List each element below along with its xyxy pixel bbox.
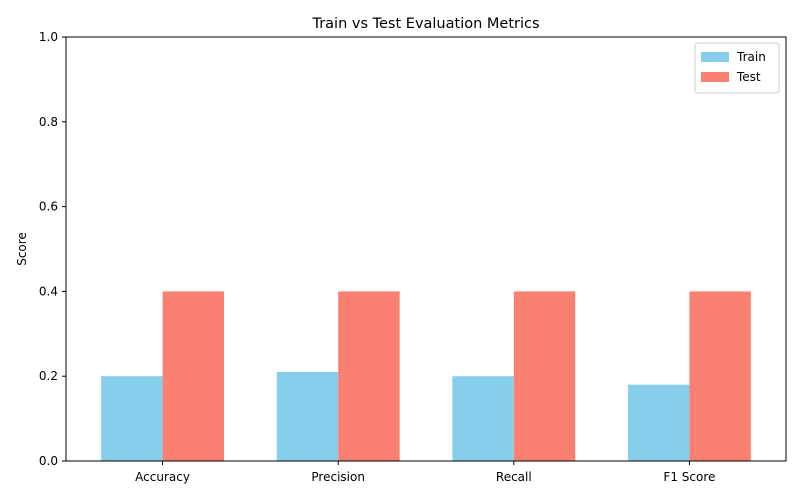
chart-title: Train vs Test Evaluation Metrics xyxy=(311,16,539,32)
bar-train-accuracy xyxy=(101,376,163,461)
x-tick-label: F1 Score xyxy=(663,470,715,484)
legend-swatch-train xyxy=(701,52,729,62)
bar-train-f1-score xyxy=(627,384,690,461)
x-tick-label: Precision xyxy=(311,470,365,484)
bar-test-accuracy xyxy=(162,291,225,461)
legend[interactable]: Train Test xyxy=(694,42,780,94)
bar-test-precision xyxy=(338,291,400,461)
y-tick-label: 0.6 xyxy=(39,200,58,214)
y-tick-label: 0.2 xyxy=(39,369,58,383)
legend-label-test: Test xyxy=(736,70,761,84)
y-tick-label: 0.8 xyxy=(39,115,58,129)
y-tick-label: 0.0 xyxy=(39,454,58,468)
axes-layer: Accuracy Precision Recall F1 Score 0.0 0.2 0.4… xyxy=(39,30,787,484)
bar-train-precision xyxy=(276,371,339,461)
y-tick-label: 1.0 xyxy=(39,30,58,44)
y-axis-label: Score xyxy=(15,232,29,266)
bars-layer xyxy=(101,291,751,461)
x-tick-label: Accuracy xyxy=(135,470,190,484)
bar-test-f1-score xyxy=(689,291,751,461)
bar-train-recall xyxy=(452,376,514,461)
y-tick-label: 0.4 xyxy=(39,284,58,298)
legend-label-train: Train xyxy=(736,50,766,64)
x-tick-label: Recall xyxy=(496,470,532,484)
bar-test-recall xyxy=(513,291,576,461)
plot-frame xyxy=(65,36,787,462)
legend-swatch-test xyxy=(701,72,729,82)
